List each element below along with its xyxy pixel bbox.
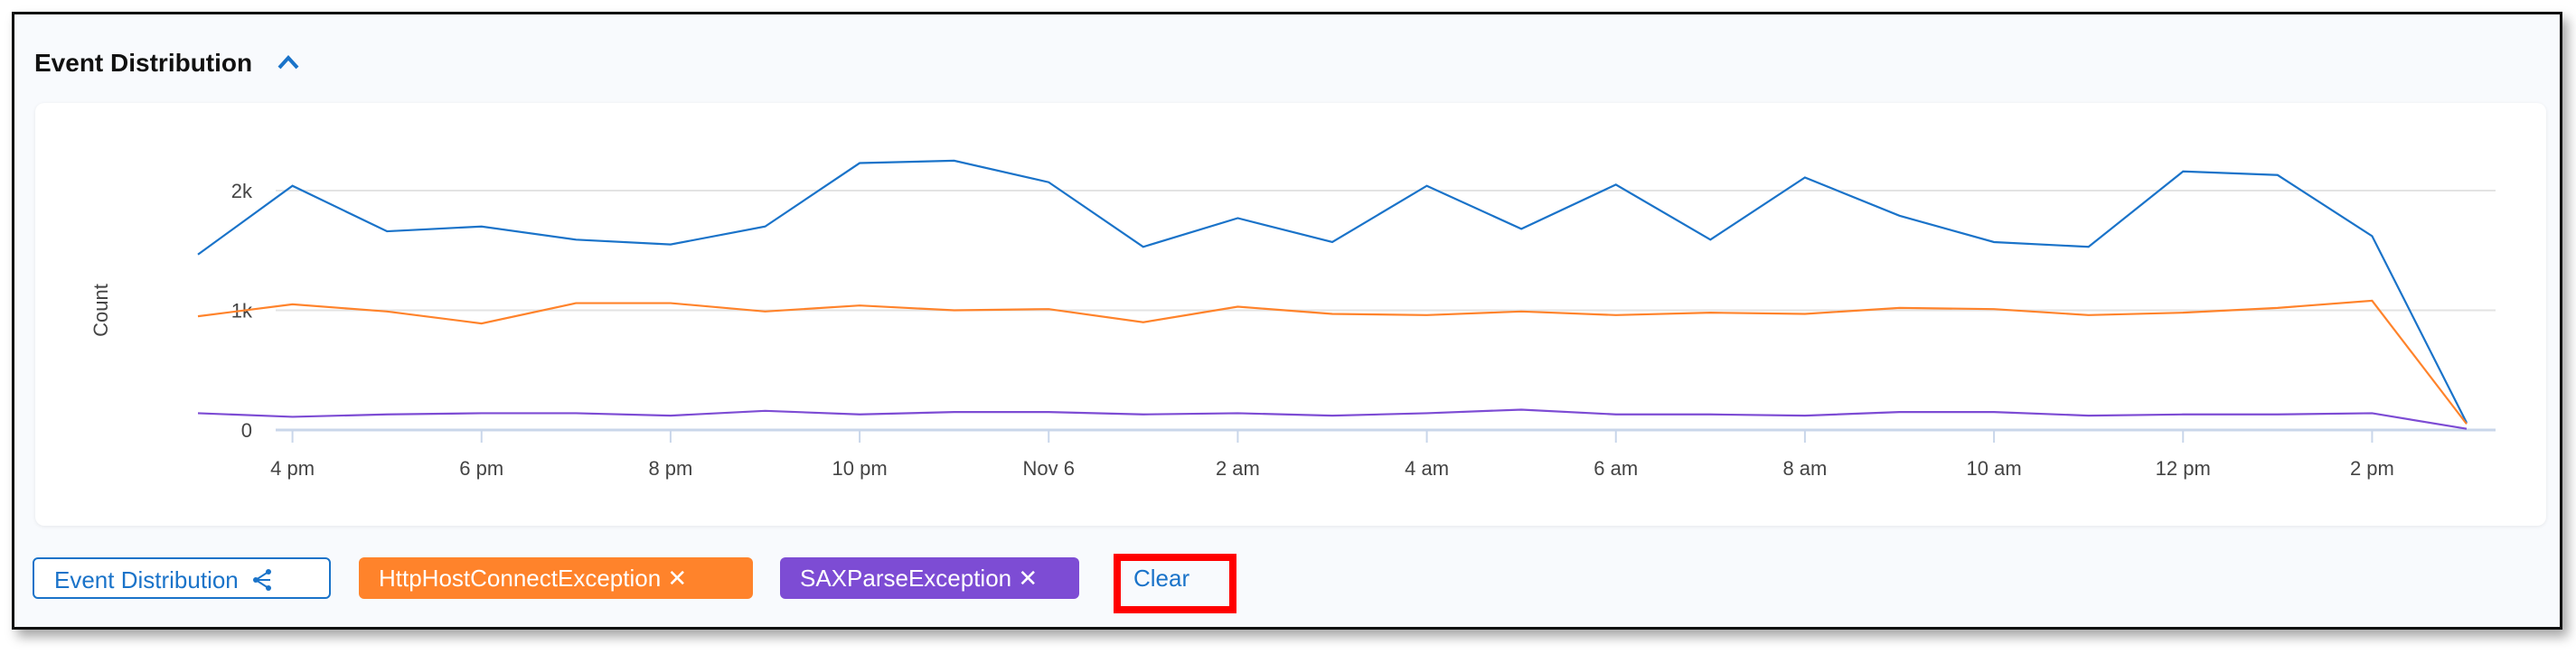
x-tick-label: 6 am: [1594, 457, 1638, 480]
x-tick-label: 8 am: [1782, 457, 1827, 480]
share-icon: [253, 569, 271, 591]
series-line-2: [197, 408, 2468, 430]
x-tick-label: 2 pm: [2350, 457, 2394, 480]
x-tick-label: 4 am: [1405, 457, 1449, 480]
x-tick-label: 10 am: [1967, 457, 2022, 480]
x-tick-label: 12 pm: [2156, 457, 2211, 480]
series-line-1: [197, 299, 2468, 425]
x-tick-label: 2 am: [1216, 457, 1260, 480]
x-tick-label: Nov 6: [1023, 457, 1075, 480]
panel-title: Event Distribution: [34, 49, 253, 77]
event-distribution-label: Event Distribution: [54, 566, 239, 593]
x-tick-label: 4 pm: [270, 457, 315, 480]
filter-chip-httphostconnectexception[interactable]: HttpHostConnectException ✕: [359, 557, 753, 599]
event-distribution-button[interactable]: Event Distribution: [33, 557, 331, 599]
x-tick-label: 8 pm: [648, 457, 692, 480]
highlight-box: [1114, 554, 1236, 613]
series-line-0: [197, 159, 2468, 424]
filter-chip-saxparseexception[interactable]: SAXParseException ✕: [780, 557, 1079, 599]
y-tick-label: 2k: [231, 180, 253, 202]
y-axis-label: Count: [89, 284, 112, 337]
y-tick-label: 0: [241, 419, 252, 442]
chevron-up-icon[interactable]: [275, 51, 302, 74]
event-distribution-panel: Event Distribution 0 1k 2k Count 4 pm 6 pm 8 p…: [12, 12, 2562, 630]
x-tick-label: 10 pm: [832, 457, 888, 480]
x-tick-label: 6 pm: [459, 457, 503, 480]
clear-button[interactable]: Clear: [1133, 565, 1190, 592]
